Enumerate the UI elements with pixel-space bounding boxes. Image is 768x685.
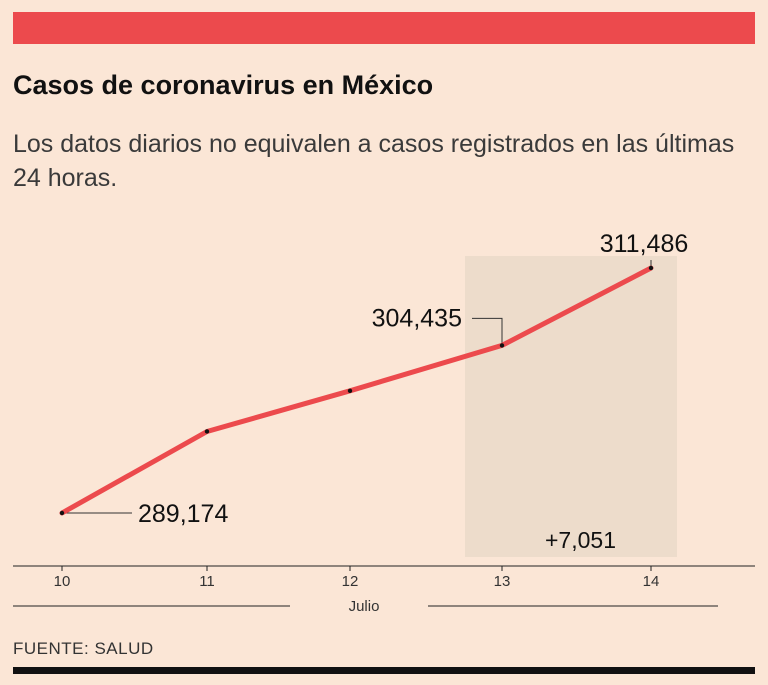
source-note: FUENTE: SALUD xyxy=(13,639,154,658)
x-tick-label: 14 xyxy=(643,573,660,590)
x-axis-label: Julio xyxy=(349,598,380,615)
highlight-label: +7,051 xyxy=(545,527,616,553)
x-tick-label: 11 xyxy=(199,573,215,590)
highlight-band xyxy=(465,256,677,557)
data-label-leader xyxy=(472,317,503,346)
x-tick-label: 12 xyxy=(342,573,359,590)
data-point xyxy=(347,388,353,394)
data-label: 311,486 xyxy=(600,230,689,258)
data-point xyxy=(648,265,654,271)
data-point xyxy=(499,343,505,348)
top-accent-bar xyxy=(13,12,755,44)
bottom-rule xyxy=(13,667,755,674)
data-label: 304,435 xyxy=(372,304,462,332)
chart-subtitle: Los datos diarios no equivalen a casos r… xyxy=(13,130,735,192)
data-point xyxy=(59,510,65,516)
data-point xyxy=(204,429,210,434)
data-label: 289,174 xyxy=(138,500,228,528)
x-tick-label: 13 xyxy=(494,573,511,590)
x-tick-label: 10 xyxy=(54,573,71,590)
chart-title: Casos de coronavirus en México xyxy=(13,70,434,100)
